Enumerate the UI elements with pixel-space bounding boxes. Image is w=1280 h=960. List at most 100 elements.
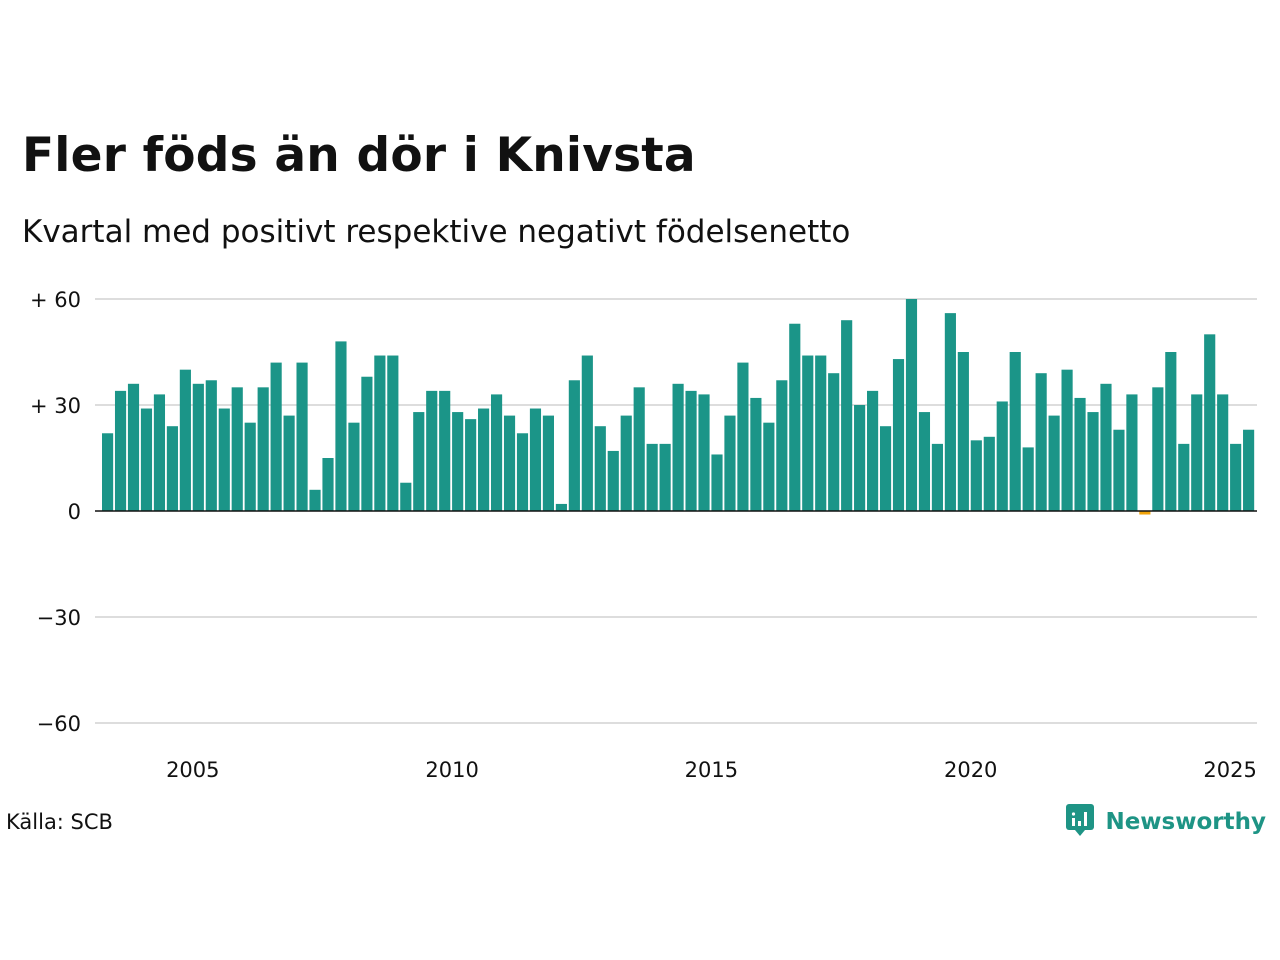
bar (594, 426, 606, 511)
bar (828, 373, 840, 511)
bar (750, 397, 762, 511)
bar-chart-speech-bubble-icon (1065, 803, 1095, 841)
bar (1035, 373, 1047, 511)
y-tick-label: 0 (68, 500, 81, 524)
bar (361, 376, 373, 511)
bar (555, 503, 567, 511)
bar (1165, 352, 1177, 511)
bar (439, 390, 451, 511)
bar (672, 383, 684, 511)
bar (322, 458, 334, 511)
bar (140, 408, 153, 511)
bar (983, 436, 995, 511)
bar (1061, 369, 1073, 511)
bar (426, 390, 438, 511)
x-tick-label: 2005 (166, 758, 219, 782)
bar (1139, 511, 1151, 515)
bar (776, 380, 788, 511)
bar (529, 408, 542, 511)
bar (1022, 447, 1034, 511)
x-axis-labels: 2005 2010 2015 2020 2025 (166, 758, 1257, 782)
bar (166, 426, 178, 511)
bar (503, 415, 516, 511)
chart-subtitle: Kvartal med positivt respektive negativt… (22, 214, 851, 250)
bar (478, 408, 490, 511)
bar (892, 359, 905, 511)
bar (102, 433, 114, 511)
bar (724, 415, 736, 511)
bar (815, 355, 827, 511)
brand-name: Newsworthy (1105, 809, 1266, 835)
bar (413, 412, 425, 511)
bar (1087, 412, 1099, 511)
bar (127, 383, 140, 511)
bar (1048, 415, 1060, 511)
y-tick-label: + 60 (30, 288, 81, 312)
bar (1074, 397, 1086, 511)
bar (465, 419, 477, 511)
bar (931, 443, 943, 511)
bar (763, 422, 775, 511)
bar (867, 390, 879, 511)
bar (1230, 443, 1242, 511)
bar (659, 443, 671, 511)
bar (841, 320, 853, 511)
bar (192, 383, 204, 511)
y-tick-label: −60 (37, 712, 81, 736)
bar (581, 355, 593, 511)
bar (1126, 394, 1138, 511)
bar (646, 443, 658, 511)
bar (516, 433, 529, 511)
x-tick-label: 2010 (425, 758, 478, 782)
bar (1152, 387, 1164, 511)
y-tick-label: + 30 (30, 394, 81, 418)
bar (1217, 394, 1229, 511)
bar (944, 313, 956, 511)
bar (1178, 443, 1190, 511)
y-tick-label: −30 (37, 606, 81, 630)
bar (1009, 352, 1021, 511)
bar (1204, 334, 1216, 511)
bar (335, 341, 347, 511)
bar (244, 422, 256, 511)
bar (296, 362, 308, 511)
bar (205, 380, 217, 511)
bar (633, 387, 645, 511)
x-tick-label: 2015 (685, 758, 738, 782)
bar (542, 415, 554, 511)
bar (283, 415, 295, 511)
bar (270, 362, 282, 511)
bar (348, 422, 360, 511)
bar (905, 299, 918, 511)
bar (1100, 383, 1112, 511)
bar (374, 355, 386, 511)
y-axis-labels: + 60 + 30 0 −30 −60 (30, 288, 81, 736)
bar (970, 440, 982, 511)
x-tick-label: 2020 (944, 758, 997, 782)
source-note: Källa: SCB (6, 810, 113, 834)
chart-title: Fler föds än dör i Knivsta (22, 128, 696, 183)
bar (711, 454, 723, 511)
bar (996, 401, 1008, 511)
bar (1243, 429, 1255, 511)
bar (452, 412, 464, 511)
brand-logo: Newsworthy (1065, 803, 1266, 841)
bar (114, 390, 127, 511)
bar (620, 415, 632, 511)
bar (1113, 429, 1125, 511)
bar (685, 390, 697, 511)
bar (153, 394, 166, 511)
bar (387, 355, 399, 511)
bars (95, 299, 1257, 515)
x-tick-label: 2025 (1203, 758, 1256, 782)
bar (607, 450, 619, 511)
bar (490, 394, 503, 511)
bar (179, 369, 191, 511)
bar (568, 380, 580, 511)
bar (802, 355, 814, 511)
bar (854, 405, 866, 511)
bar (257, 387, 269, 511)
bar-chart: + 60 + 30 0 −30 −60 2005 2010 2015 2020 2025 (30, 288, 1257, 782)
bar (918, 412, 931, 511)
bar (957, 352, 969, 511)
